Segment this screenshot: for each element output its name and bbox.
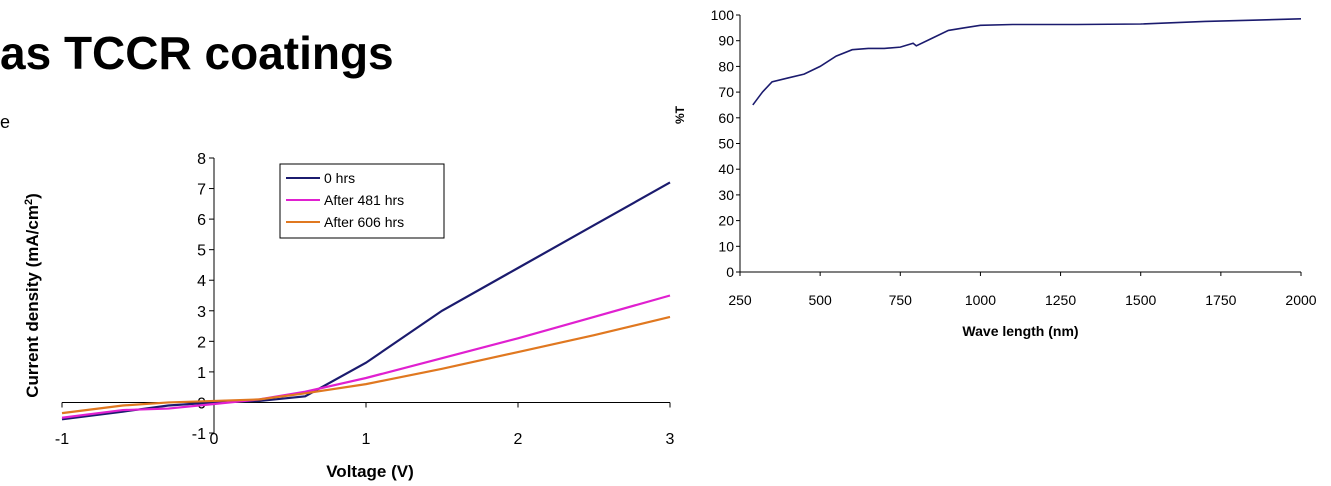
- x-tick-label: 1250: [1045, 292, 1076, 308]
- x-tick-label: 1: [362, 431, 371, 448]
- series-line: [752, 18, 1302, 106]
- y-tick-label: 10: [718, 238, 734, 254]
- y-tick-label: 40: [718, 161, 734, 177]
- series-line: [61, 294, 671, 419]
- y-tick-label: 80: [718, 58, 734, 74]
- x-tick-label: 2: [514, 431, 523, 448]
- y-tick-label: 4: [197, 273, 206, 290]
- y-tick-label: 7: [197, 182, 206, 199]
- slide-title: as TCCR coatings: [0, 27, 394, 79]
- y-axis-title: Current density (mA/cm2): [23, 193, 42, 398]
- y-tick-label: -1: [192, 426, 206, 443]
- x-tick-label: 1000: [965, 292, 996, 308]
- y-tick-label: 3: [197, 304, 206, 321]
- y-tick-label: 2: [197, 334, 206, 351]
- legend-entry: After 481 hrs: [324, 192, 404, 208]
- y-tick-label: 1: [197, 365, 206, 382]
- y-tick-label: 8: [197, 151, 206, 168]
- y-axis-title: %T: [673, 105, 687, 124]
- y-tick-label: 5: [197, 243, 206, 260]
- x-tick-label: 3: [666, 431, 675, 448]
- y-tick-label: 90: [718, 33, 734, 49]
- x-tick-label: -1: [55, 431, 69, 448]
- x-tick-label: 0: [210, 431, 219, 448]
- x-tick-label: 2000: [1285, 292, 1316, 308]
- x-axis-title: Wave length (nm): [962, 323, 1078, 339]
- clipped-text: e: [0, 112, 11, 132]
- legend-entry: After 606 hrs: [324, 214, 404, 230]
- series-line: [61, 315, 671, 415]
- x-tick-label: 500: [808, 292, 832, 308]
- legend-entry: 0 hrs: [324, 170, 355, 186]
- x-tick-label: 250: [728, 292, 752, 308]
- y-tick-label: 100: [711, 7, 735, 23]
- y-tick-label: 70: [718, 84, 734, 100]
- y-tick-label: 50: [718, 136, 734, 152]
- x-axis-title: Voltage (V): [326, 462, 414, 481]
- series-line: [61, 181, 671, 421]
- x-tick-label: 750: [889, 292, 913, 308]
- y-tick-label: 0: [726, 264, 734, 280]
- y-tick-label: 30: [718, 187, 734, 203]
- transmittance-chart: 0 10 20 30 40 50 60 70 80 90 100 250 500 750 1000 1250 1…: [673, 7, 1317, 339]
- y-tick-label: 6: [197, 212, 206, 229]
- y-tick-label: 20: [718, 213, 734, 229]
- x-tick-label: 1500: [1125, 292, 1156, 308]
- legend: 0 hrs After 481 hrs After 606 hrs: [279, 163, 445, 239]
- y-tick-label: 60: [718, 110, 734, 126]
- x-tick-label: 1750: [1205, 292, 1236, 308]
